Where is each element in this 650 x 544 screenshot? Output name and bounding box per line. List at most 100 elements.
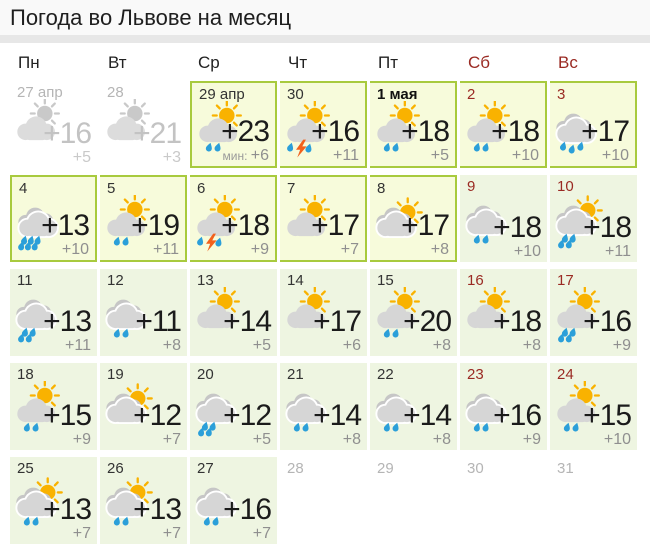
day-cell-5[interactable]: 5 +19 +11 (100, 175, 187, 263)
night-temperature: +5 (253, 337, 271, 355)
night-temperature-value: +11 (333, 146, 359, 164)
day-cell-24[interactable]: 24 +15 +10 (550, 363, 637, 451)
day-cell-28: 28 +21 +3 (100, 81, 187, 169)
night-temperature: +6 (343, 337, 361, 355)
day-cell-11[interactable]: 11 +13 +11 (10, 269, 97, 357)
day-cell-6[interactable]: 6 +18 +9 (190, 175, 277, 263)
date-label: 10 (557, 178, 574, 196)
day-cell-9[interactable]: 9 +18 +10 (460, 175, 547, 263)
sun-behind-cloud-icon (12, 99, 68, 157)
date-label: 18 (17, 366, 34, 384)
day-cell-30: 30 (460, 457, 547, 544)
weekday-label-4: Пт (378, 53, 399, 73)
date-label: 16 (467, 272, 484, 290)
night-temperature-value: +7 (252, 524, 271, 542)
night-temperature: +8 (433, 337, 451, 355)
day-cell-23[interactable]: 23 +16 +9 (460, 363, 547, 451)
night-temperature: +9 (523, 431, 541, 449)
night-temperature: +11 (333, 147, 359, 165)
day-cell-17[interactable]: 17 +16 +9 (550, 269, 637, 357)
day-temperature: +18 (493, 305, 542, 339)
day-cell-10[interactable]: 10 +18 +11 (550, 175, 637, 263)
day-cell-16[interactable]: 16 +18 +8 (460, 269, 547, 357)
day-cell-7[interactable]: 7 +17 +7 (280, 175, 367, 263)
night-temperature: +10 (602, 147, 629, 165)
day-temperature: +13 (43, 305, 92, 339)
day-cell-21[interactable]: 21 +14 +8 (280, 363, 367, 451)
day-cell-13[interactable]: 13 +14 +5 (190, 269, 277, 357)
day-cell-27[interactable]: 27 +16 +7 (190, 457, 277, 544)
day-temperature: +16 (583, 305, 632, 339)
day-cell-4[interactable]: 4 +13 +10 (10, 175, 97, 263)
date-label: 5 (107, 180, 116, 198)
day-temperature: +12 (133, 399, 182, 433)
day-temperature: +13 (43, 493, 92, 527)
day-cell-2[interactable]: 2 +18 +10 (460, 81, 547, 169)
day-temperature: +19 (131, 209, 180, 243)
date-label: 19 (107, 366, 124, 384)
day-cell-20[interactable]: 20 +12 +5 (190, 363, 277, 451)
night-temperature-value: +10 (601, 146, 629, 164)
night-temperature: +10 (62, 241, 89, 259)
sun-cloud-rain-icon (552, 381, 608, 439)
day-cell-3[interactable]: 3 +17 +10 (550, 81, 637, 169)
date-label: 28 (107, 84, 124, 102)
weekday-label-5: Сб (468, 53, 491, 73)
date-label: 21 (287, 366, 304, 384)
night-temperature-value: +9 (522, 430, 541, 448)
night-temperature-value: +7 (162, 430, 181, 448)
day-cell-1-мая[interactable]: 1 мая +18 +5 (370, 81, 457, 169)
day-cell-14[interactable]: 14 +17 +6 (280, 269, 367, 357)
night-temperature-value: +10 (603, 430, 631, 448)
day-cell-29-апр[interactable]: 29 апр +23 мин: +6 (190, 81, 277, 169)
date-label: 17 (557, 272, 574, 290)
clouds-sun-icon (102, 381, 158, 439)
clouds-sun-icon (372, 195, 428, 253)
day-cell-31: 31 (550, 457, 637, 544)
night-temperature: +9 (251, 241, 269, 259)
date-label: 7 (287, 180, 296, 198)
date-label: 24 (557, 366, 574, 384)
night-temperature: мин: +6 (223, 147, 270, 165)
day-cell-25[interactable]: 25 +13 +7 (10, 457, 97, 544)
cloudy-rain-icon (462, 193, 518, 251)
night-temperature-value: +8 (432, 430, 451, 448)
night-temperature-value: +8 (430, 240, 449, 258)
cloudy-rain-icon (192, 475, 248, 533)
weekday-label-3: Чт (288, 53, 308, 73)
night-temperature: +5 (253, 431, 271, 449)
night-temperature: +10 (604, 431, 631, 449)
date-label: 8 (377, 180, 386, 198)
day-cell-15[interactable]: 15 +20 +8 (370, 269, 457, 357)
day-cell-30[interactable]: 30 +16 +11 (280, 81, 367, 169)
night-temperature-value: +6 (250, 146, 269, 164)
sun-cloud-thunderstorm-icon (282, 101, 338, 159)
header-divider (0, 35, 650, 44)
min-label: мин: (222, 148, 251, 163)
date-label: 29 апр (199, 86, 245, 104)
day-cell-18[interactable]: 18 +15 +9 (10, 363, 97, 451)
day-cell-8[interactable]: 8 +17 +8 (370, 175, 457, 263)
cloudy-rain-icon (102, 287, 158, 345)
day-cell-12[interactable]: 12 +11 +8 (100, 269, 187, 357)
day-temperature: +17 (311, 209, 360, 243)
date-label: 26 (107, 460, 124, 478)
day-temperature: +17 (313, 305, 362, 339)
sun-cloud-rain-icon (194, 101, 250, 159)
day-cell-26[interactable]: 26 +13 +7 (100, 457, 187, 544)
day-temperature: +16 (223, 493, 272, 527)
day-temperature: +18 (491, 115, 540, 149)
sun-cloud-thunderstorm-icon (192, 195, 248, 253)
night-temperature-value: +8 (342, 430, 361, 448)
date-label: 4 (19, 180, 28, 198)
day-cell-19[interactable]: 19 +12 +7 (100, 363, 187, 451)
weekday-label-1: Вт (108, 53, 127, 73)
sun-cloud-rain-icon (12, 381, 68, 439)
date-label: 27 (197, 460, 214, 478)
night-temperature: +9 (613, 337, 631, 355)
day-cell-22[interactable]: 22 +14 +8 (370, 363, 457, 451)
night-temperature-value: +9 (72, 430, 91, 448)
night-temperature: +7 (163, 525, 181, 543)
night-temperature-value: +11 (153, 240, 179, 258)
date-label: 1 мая (377, 86, 418, 104)
